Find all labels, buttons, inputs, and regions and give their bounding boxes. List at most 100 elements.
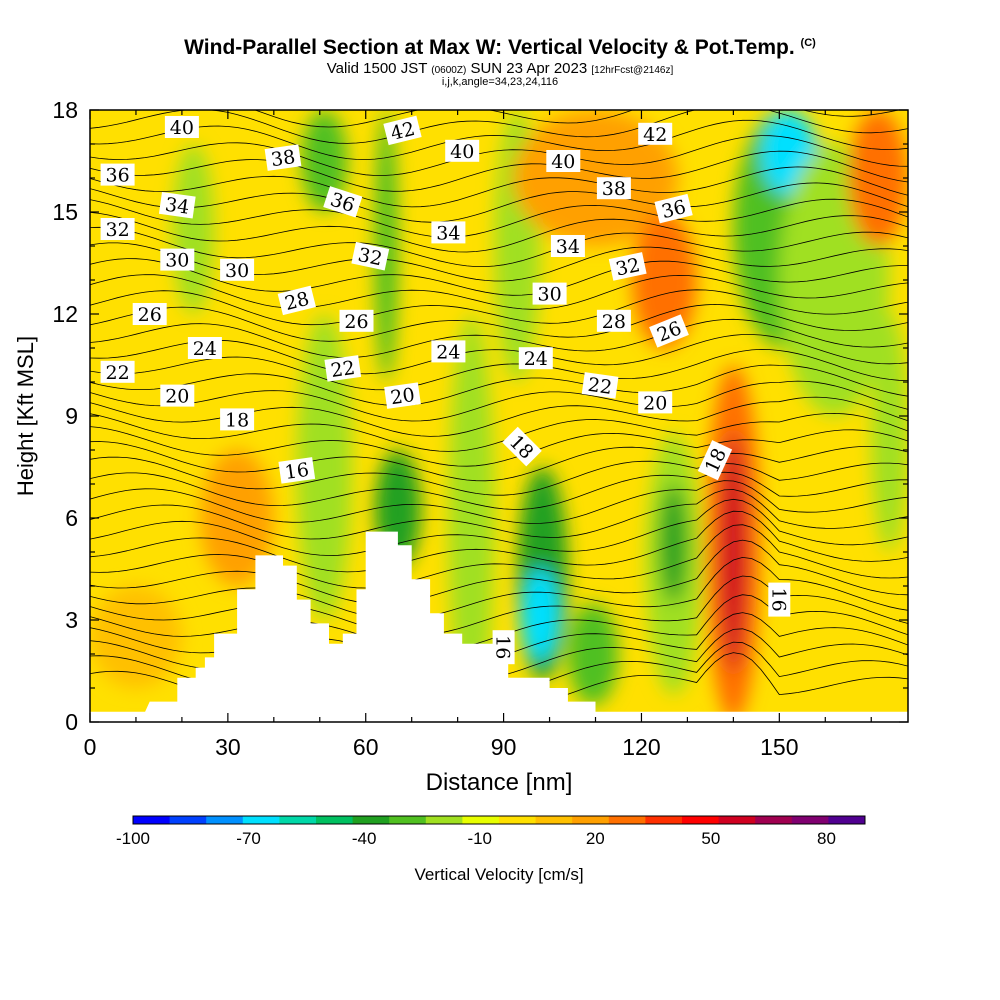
isotherm-label: 30	[532, 282, 567, 306]
isotherm-label-text: 26	[138, 304, 162, 326]
isotherm-label: 34	[158, 191, 196, 219]
isotherm-label: 24	[431, 340, 466, 363]
isotherm-label-text: 42	[643, 124, 667, 146]
colorbar-tick-label: 80	[817, 829, 836, 848]
colorbar-swatch	[425, 816, 463, 824]
velocity-cell-11	[200, 450, 274, 586]
isotherm-label-box	[160, 248, 195, 271]
isotherm-label-text: 20	[165, 386, 189, 408]
colorbar-swatch	[718, 816, 756, 824]
isotherm-label: 34	[431, 221, 466, 244]
colorbar-swatch	[242, 816, 280, 824]
isotherm-label-text: 34	[556, 236, 580, 258]
isotherm-line	[90, 489, 908, 540]
y-tick-label: 3	[65, 607, 78, 633]
isotherm-label-box	[608, 252, 647, 281]
isotherm-line	[90, 110, 901, 128]
isotherm-label-box	[518, 347, 553, 370]
isotherm-label: 22	[324, 355, 362, 382]
isotherm-line	[90, 539, 908, 605]
isotherm-label-text: 22	[329, 357, 356, 382]
isotherm-label-text: 24	[524, 348, 548, 370]
isotherm-label-box	[431, 221, 466, 244]
isotherm-line	[90, 166, 908, 208]
colorbar-swatch	[791, 816, 829, 824]
isotherm-label-box	[445, 139, 480, 162]
isotherm-line	[90, 334, 908, 375]
valid-time-line: Valid 1500 JST (0600Z) SUN 23 Apr 2023 […	[0, 60, 1000, 77]
isotherm-label-box	[323, 186, 363, 218]
colorbar-tick-label: 20	[586, 829, 605, 848]
colorbar-tick-label: -70	[236, 829, 261, 848]
isotherm-label-box	[649, 314, 689, 348]
isotherm-label: 26	[132, 303, 167, 326]
y-tick-label: 6	[65, 505, 78, 531]
valid-date: SUN 23 Apr 2023	[470, 60, 588, 77]
isotherm-line	[90, 471, 908, 510]
x-tick-label: 0	[84, 734, 97, 760]
isotherm-label-text: 22	[106, 362, 130, 384]
isotherm-label: 24	[518, 347, 553, 370]
isotherm-label-text: 16	[767, 588, 789, 612]
isotherm-label-box	[546, 150, 581, 172]
x-tick-label: 90	[491, 734, 517, 760]
isotherm-line	[90, 135, 908, 176]
isotherm-line	[90, 198, 908, 238]
isotherm-label-box	[384, 382, 421, 409]
isotherm-label-box	[502, 426, 542, 467]
isotherm-label-text: 30	[538, 284, 562, 306]
isotherm-label-text: 40	[551, 151, 575, 173]
isotherm-label-text: 32	[614, 254, 642, 281]
isotherm-label: 42	[383, 115, 422, 146]
isotherm-label-text: 18	[225, 409, 249, 431]
isotherm-line	[90, 303, 908, 342]
isotherm-label-text: 38	[602, 178, 626, 200]
isotherm-label: 42	[638, 122, 673, 146]
colorbar-swatch	[389, 816, 427, 824]
isotherm-label-text: 40	[170, 117, 194, 139]
isotherm-line	[90, 289, 908, 326]
isotherm-label-text: 26	[344, 311, 368, 333]
forecast-info: [12hrFcst@2146z]	[591, 65, 674, 76]
isotherm-label-box	[550, 235, 585, 257]
isotherm-line	[90, 348, 908, 391]
colorbar-swatch	[499, 816, 537, 824]
isotherm-label-text: 34	[436, 222, 460, 244]
velocity-cell-16	[172, 144, 215, 314]
velocity-cell-19	[632, 212, 697, 348]
isotherm-label-box	[164, 116, 199, 138]
chart-title-text: Wind-Parallel Section at Max W: Vertical…	[184, 36, 795, 59]
isotherm-label: 32	[608, 252, 647, 281]
y-tick-label: 0	[65, 709, 78, 735]
velocity-cell-22	[567, 603, 619, 705]
isotherm-label-box	[697, 440, 733, 481]
isotherm-line	[90, 441, 908, 482]
isotherm-label: 16	[767, 582, 791, 617]
isotherm-label-text: 34	[164, 194, 191, 219]
colorbar-swatch	[572, 816, 610, 824]
colorbar: -100 -70 -40 -10 20 50 80 Vertical Velocity [cm…	[116, 815, 866, 884]
colorbar-tick-label: -100	[116, 829, 150, 848]
isotherm-label: 16	[278, 457, 316, 484]
colorbar-swatch	[316, 816, 354, 824]
isotherm-label-text: 24	[193, 338, 217, 360]
isotherm-label-box	[431, 340, 466, 363]
isotherm-line	[90, 556, 908, 621]
isotherm-line	[90, 364, 908, 406]
isotherm-label: 32	[351, 241, 390, 271]
isotherm-line	[90, 456, 908, 496]
colorbar-swatch	[279, 816, 317, 824]
y-tick-label: 15	[52, 199, 78, 225]
colorbar-frame	[132, 815, 866, 825]
x-axis-label: Distance [nm]	[426, 769, 573, 796]
y-axis-label: Height [Kft MSL]	[13, 336, 38, 496]
isotherm-line	[90, 380, 908, 422]
isotherm-label: 40	[445, 139, 480, 163]
isotherm-label-text: 38	[270, 146, 297, 171]
isotherm-line	[90, 182, 908, 223]
velocity-cell-21	[90, 586, 182, 688]
colorbar-label: Vertical Velocity [cm/s]	[414, 865, 583, 884]
isotherm-label-box	[532, 282, 567, 305]
colorbar-swatch	[206, 816, 244, 824]
